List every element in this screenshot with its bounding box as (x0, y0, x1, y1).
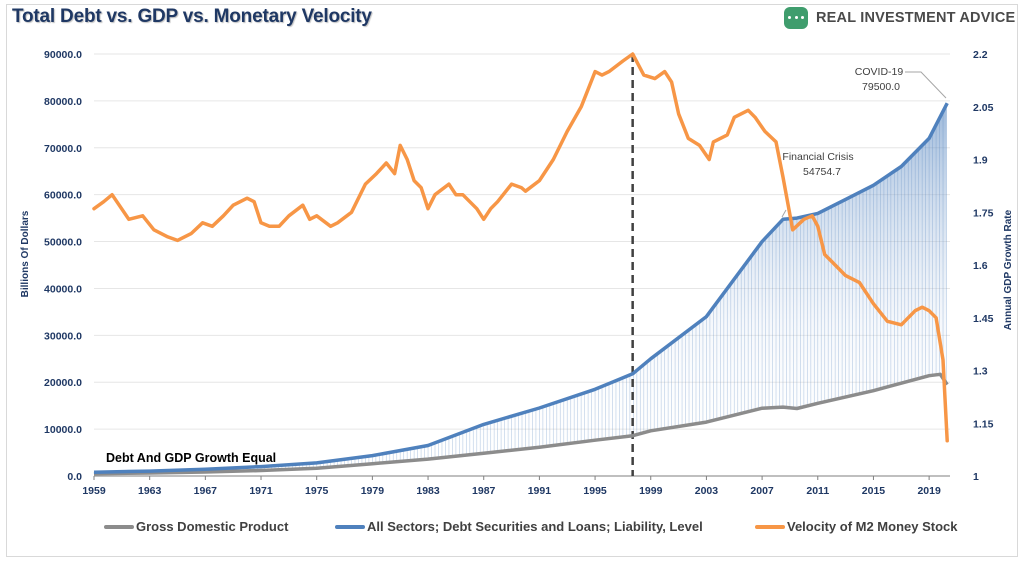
x-tick-label: 2019 (917, 485, 941, 497)
covid-leader-line (905, 71, 947, 99)
y-axis-left-label: Billions Of Dollars (20, 210, 31, 297)
legend-label-debt: All Sectors; Debt Securities and Loans; … (367, 519, 703, 534)
y2-tick-label: 1 (973, 471, 979, 483)
y2-tick-label: 1.15 (973, 418, 994, 430)
legend-swatch-gdp (104, 524, 134, 529)
legend-item-gdp: Gross Domestic Product (104, 519, 288, 534)
y-tick-label: 80000.0 (44, 96, 82, 108)
legend-item-debt: All Sectors; Debt Securities and Loans; … (335, 519, 703, 534)
y2-tick-label: 1.75 (973, 207, 994, 219)
x-tick-label: 2015 (862, 485, 886, 497)
y-tick-label: 70000.0 (44, 143, 82, 155)
x-tick-label: 1975 (305, 485, 329, 497)
covid-value: 79500.0 (862, 81, 900, 93)
velocity-series-line (92, 52, 949, 443)
x-tick-label: 1979 (361, 485, 385, 497)
chat-bubble-icon (784, 7, 808, 29)
y2-tick-label: 1.45 (973, 313, 994, 325)
y2-tick-label: 1.6 (973, 260, 988, 272)
x-tick-label: 2007 (750, 485, 774, 497)
x-tick-label: 1983 (416, 485, 440, 497)
y-tick-label: 50000.0 (44, 237, 82, 249)
financial-crisis-value: 54754.7 (803, 166, 841, 178)
x-tick-label: 2011 (806, 485, 829, 497)
x-tick-label: 1963 (138, 485, 162, 497)
financial-crisis-label: Financial Crisis (782, 151, 853, 163)
legend-item-velocity: Velocity of M2 Money Stock (755, 519, 958, 534)
series (92, 52, 949, 476)
legend-label-velocity: Velocity of M2 Money Stock (787, 519, 958, 534)
y-tick-label: 0.0 (67, 471, 82, 483)
x-tick-label: 1995 (583, 485, 607, 497)
tick-labels: 0.0 10000.0 20000.0 30000.0 40000.0 50000.0 60… (44, 49, 994, 497)
y-axis-right-label: Annual GDP Growth Rate (1003, 209, 1014, 330)
brand-name: REAL INVESTMENT ADVICE (816, 10, 1016, 26)
covid-label: COVID-19 (855, 66, 904, 78)
y-tick-label: 10000.0 (44, 424, 82, 436)
legend: Gross Domestic Product All Sectors; Debt… (0, 519, 1025, 539)
x-tick-label: 1967 (194, 485, 218, 497)
x-tick-label: 1987 (472, 485, 496, 497)
y2-tick-label: 1.3 (973, 366, 988, 378)
x-tick-label: 2003 (695, 485, 719, 497)
equal-growth-annotation: Debt And GDP Growth Equal (106, 451, 276, 465)
brand: REAL INVESTMENT ADVICE (784, 6, 1015, 30)
debt-series-line (93, 102, 949, 474)
legend-swatch-debt (335, 524, 365, 529)
y2-tick-label: 2.05 (973, 102, 994, 114)
chart-title: Total Debt vs. GDP vs. Monetary Velocity (12, 6, 372, 27)
y2-tick-label: 2.2 (973, 49, 988, 61)
x-tick-label: 1999 (639, 485, 663, 497)
axes (93, 475, 950, 480)
gdp-series-line (93, 372, 949, 476)
y-tick-label: 30000.0 (44, 330, 82, 342)
x-tick-label: 1971 (249, 485, 273, 497)
debt-gdp-gap-area (94, 104, 947, 474)
y2-tick-label: 1.9 (973, 155, 988, 167)
debt-gdp-gap-fill (93, 104, 947, 474)
x-tick-label: 1959 (82, 485, 106, 497)
crisis-leader-line (781, 209, 787, 218)
y-tick-label: 20000.0 (44, 377, 82, 389)
y-tick-label: 40000.0 (44, 283, 82, 295)
y-tick-label: 60000.0 (44, 190, 82, 202)
y-tick-label: 90000.0 (44, 49, 82, 61)
chart-frame (6, 4, 1018, 557)
legend-label-gdp: Gross Domestic Product (136, 519, 289, 534)
legend-swatch-velocity (755, 524, 785, 529)
x-tick-label: 1991 (528, 485, 552, 497)
